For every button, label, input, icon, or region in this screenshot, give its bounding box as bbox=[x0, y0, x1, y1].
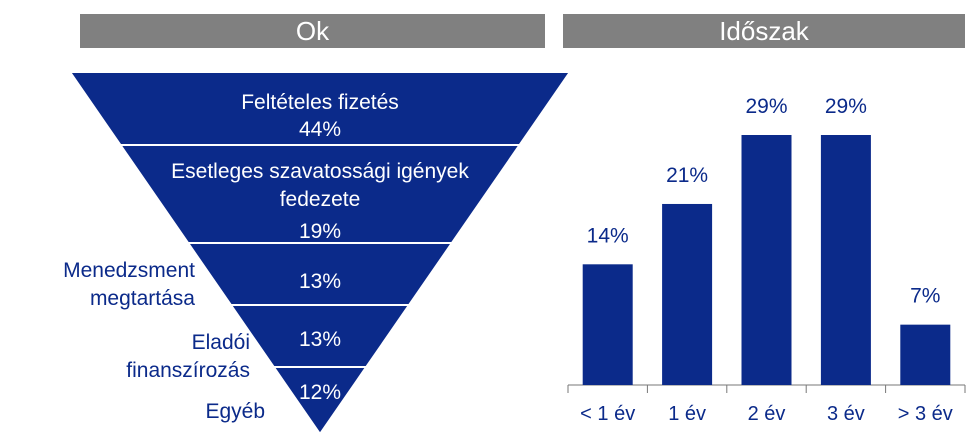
x-tick-label: > 3 év bbox=[898, 403, 953, 425]
funnel-label: Menedzsment megtartása bbox=[63, 259, 195, 310]
x-tick-label: < 1 év bbox=[580, 403, 635, 425]
value-label: 29% bbox=[825, 95, 867, 118]
bar bbox=[741, 135, 792, 385]
value-label: 13% bbox=[298, 270, 342, 293]
funnel-label: Egyéb bbox=[205, 400, 265, 423]
funnel-label: Esetleges szavatossági igények fedezete bbox=[171, 160, 469, 211]
funnel-segment bbox=[271, 366, 369, 434]
value-label: 19% bbox=[298, 220, 342, 243]
value-label: 12% bbox=[298, 381, 342, 404]
x-tick-label: 3 év bbox=[827, 403, 865, 425]
bar bbox=[582, 264, 633, 385]
bar bbox=[820, 135, 871, 385]
value-label: 7% bbox=[910, 285, 940, 308]
chart-title: Időszak bbox=[563, 14, 965, 48]
value-label: 13% bbox=[298, 328, 342, 351]
funnel-label: Eladói finanszírozás bbox=[126, 331, 250, 382]
bar bbox=[900, 324, 951, 385]
value-label: 21% bbox=[666, 164, 708, 187]
value-label: 14% bbox=[587, 224, 629, 247]
x-tick-label: 2 év bbox=[748, 403, 786, 425]
bar bbox=[662, 203, 713, 385]
value-label: 29% bbox=[745, 95, 787, 118]
chart-title: Ok bbox=[80, 14, 545, 48]
funnel-label: Feltételes fizetés bbox=[241, 91, 399, 114]
x-tick-label: 1 év bbox=[668, 403, 706, 425]
value-label: 44% bbox=[298, 118, 342, 141]
